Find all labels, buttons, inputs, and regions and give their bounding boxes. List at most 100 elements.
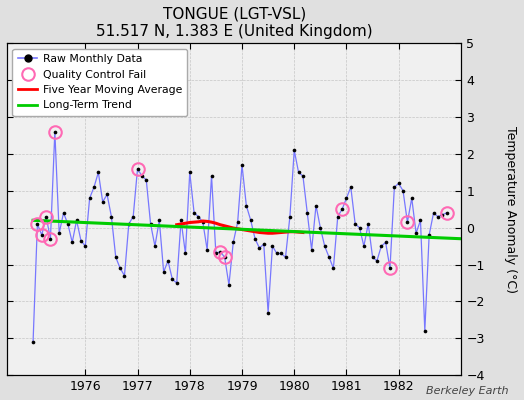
Point (238, 162, 246, 168)
Point (221, 254, 229, 260)
Point (155, 217, 163, 224)
Point (242, 202, 250, 209)
Point (59, 210, 68, 216)
Point (272, 250, 281, 257)
Point (190, 210, 198, 216)
Point (277, 250, 286, 257)
Point (199, 219, 207, 225)
Point (138, 173, 146, 179)
Point (38, 232, 46, 238)
Point (312, 202, 320, 209)
Point (94, 169, 103, 176)
Point (194, 214, 203, 220)
Point (325, 254, 333, 260)
Point (172, 280, 181, 286)
Y-axis label: Temperature Anomaly (°C): Temperature Anomaly (°C) (504, 126, 517, 293)
Point (85, 195, 94, 201)
Point (159, 269, 168, 275)
Point (351, 221, 359, 227)
Point (125, 221, 133, 227)
Point (355, 224, 364, 231)
Point (294, 169, 303, 176)
Point (342, 195, 351, 201)
Point (208, 173, 216, 179)
Point (403, 219, 412, 225)
Point (268, 243, 277, 249)
Text: Berkeley Earth: Berkeley Earth (426, 386, 508, 396)
Point (290, 147, 299, 154)
Point (264, 309, 272, 316)
Point (373, 258, 381, 264)
Point (225, 282, 233, 288)
Point (90, 184, 98, 190)
Point (364, 221, 373, 227)
Legend: Raw Monthly Data, Quality Control Fail, Five Year Moving Average, Long-Term Tren: Raw Monthly Data, Quality Control Fail, … (13, 49, 188, 116)
Point (177, 217, 185, 224)
Point (425, 232, 433, 238)
Point (33, 221, 41, 227)
Point (112, 254, 120, 260)
Point (151, 243, 159, 249)
Point (421, 328, 429, 334)
Point (381, 239, 390, 246)
Point (81, 243, 90, 249)
Point (212, 250, 220, 257)
Point (51, 128, 59, 135)
Point (246, 217, 255, 224)
Point (338, 206, 346, 212)
Point (368, 254, 377, 260)
Point (229, 239, 237, 246)
Point (386, 265, 394, 272)
Point (408, 195, 416, 201)
Point (185, 169, 194, 176)
Point (321, 243, 329, 249)
Point (390, 184, 399, 190)
Point (72, 217, 81, 224)
Point (133, 166, 141, 172)
Point (107, 214, 116, 220)
Point (346, 184, 355, 190)
Point (181, 250, 190, 257)
Point (77, 237, 85, 244)
Point (438, 212, 446, 218)
Point (216, 248, 224, 255)
Point (168, 276, 177, 282)
Point (442, 210, 451, 216)
Point (234, 219, 242, 225)
Point (103, 191, 111, 198)
Point (29, 339, 37, 345)
Point (286, 214, 294, 220)
Point (255, 245, 264, 251)
Point (303, 210, 311, 216)
Point (399, 188, 407, 194)
Point (142, 176, 150, 183)
Point (434, 214, 442, 220)
Point (359, 243, 368, 249)
Point (395, 180, 403, 187)
Point (416, 217, 424, 224)
Point (281, 254, 290, 260)
Point (129, 214, 137, 220)
Point (164, 258, 172, 264)
Point (259, 241, 268, 248)
Point (251, 236, 259, 242)
Point (412, 230, 420, 236)
Point (377, 243, 386, 249)
Point (64, 221, 72, 227)
Point (46, 236, 54, 242)
Point (203, 247, 211, 253)
Title: TONGUE (LGT-VSL)
51.517 N, 1.383 E (United Kingdom): TONGUE (LGT-VSL) 51.517 N, 1.383 E (Unit… (96, 7, 373, 39)
Point (99, 199, 107, 205)
Point (55, 230, 63, 236)
Point (334, 214, 342, 220)
Point (429, 210, 438, 216)
Point (42, 214, 50, 220)
Point (146, 221, 155, 227)
Point (121, 272, 129, 279)
Point (308, 247, 316, 253)
Point (299, 173, 307, 179)
Point (68, 239, 77, 246)
Point (316, 224, 324, 231)
Point (116, 265, 124, 272)
Point (329, 265, 337, 272)
